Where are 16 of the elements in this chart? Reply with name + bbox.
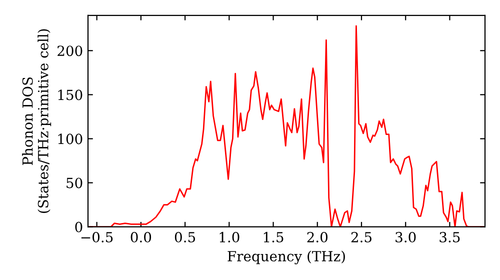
x-tick-label: 3.5: [440, 232, 460, 242]
x-tick-label: 0.0: [130, 232, 152, 242]
y-tick-label: 150: [58, 90, 82, 100]
y-tick-label: 100: [58, 134, 82, 144]
x-tick-label: 1.0: [220, 232, 240, 242]
x-tick-label: 0.5: [174, 232, 196, 242]
y-tick-label: 0: [75, 222, 82, 232]
x-tick-label: 2.0: [307, 232, 328, 242]
y-tick-label: 50: [66, 178, 82, 188]
x-tick-label: 2.5: [351, 232, 372, 242]
x-tick-label: 3.0: [396, 232, 416, 242]
x-tick-label: −0.5: [81, 232, 113, 242]
x-tick-label: 1.5: [264, 232, 284, 242]
y-tick-label: 200: [58, 46, 82, 56]
y-axis-title: Phonon DOS (States/THz·primitive cell): [22, 29, 52, 213]
x-axis-title: Frequency (THz): [228, 250, 345, 264]
